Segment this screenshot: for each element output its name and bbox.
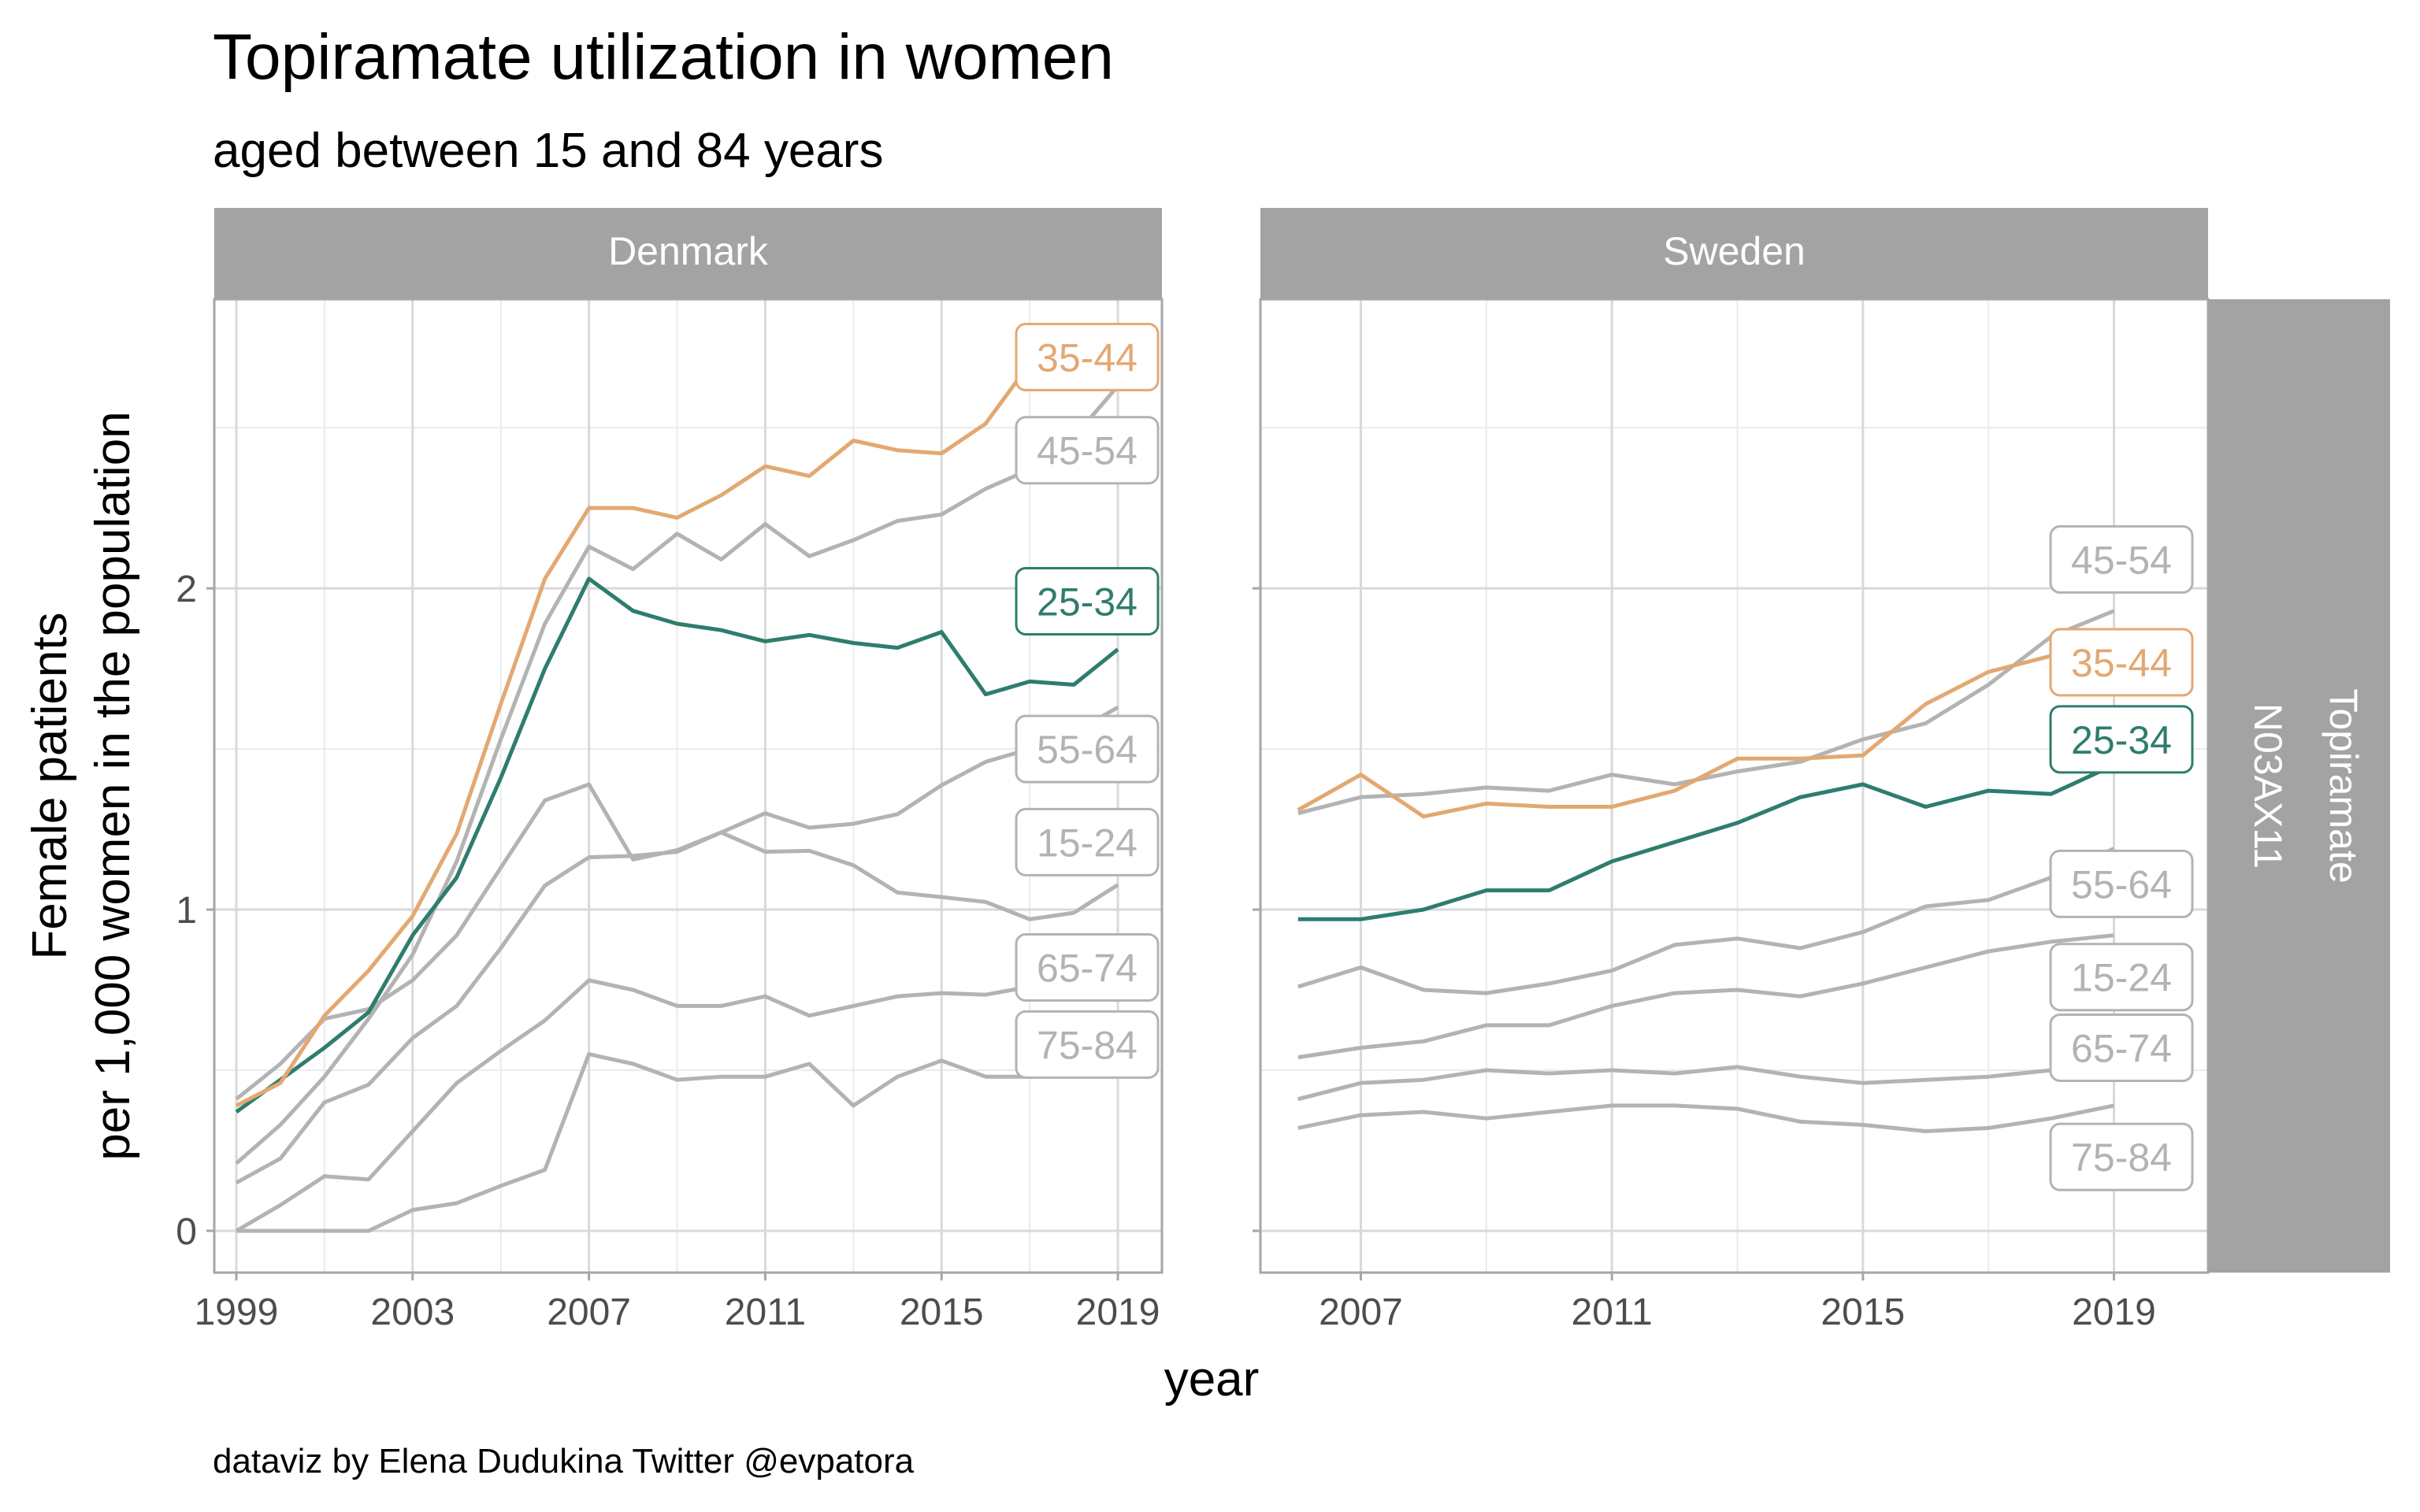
y-axis-title-line1: Female patients (23, 612, 77, 959)
chart-title: Topiramate utilization in women (213, 21, 1114, 93)
series-label-box (2049, 524, 2194, 594)
series-line-65-74 (1297, 1065, 2114, 1102)
x-tick-label: 2019 (1076, 1292, 1160, 1333)
series-label-box (1015, 714, 1160, 784)
y-tick-label: 2 (176, 569, 197, 610)
series-line-35-44 (235, 323, 1119, 1108)
series-line-45-54 (1297, 609, 2115, 816)
y-axis-title-line2: per 1,000 women in the population (86, 411, 140, 1160)
series-label-text: 55-64 (2071, 862, 2172, 906)
facet-strip-sweden (1260, 208, 2208, 299)
x-tick-label: 2015 (900, 1292, 984, 1333)
panel-background (214, 299, 1162, 1273)
series-label-text: 65-74 (1037, 946, 1138, 990)
series-line-25-34 (235, 576, 1119, 1114)
row-strip-outer-label: Topiramate (2322, 688, 2366, 883)
x-tick-label: 2015 (1821, 1292, 1905, 1333)
x-tick-label: 2011 (1572, 1292, 1653, 1333)
series-line-75-84 (1297, 1103, 2115, 1133)
series-label-box (2049, 849, 2194, 918)
series-label-text: 75-84 (2071, 1136, 2172, 1180)
x-tick-label: 2007 (547, 1292, 631, 1333)
series-label-box (2049, 705, 2194, 774)
series-label-box (1015, 807, 1160, 876)
x-tick-label: 2011 (725, 1292, 806, 1333)
x-tick-label: 2003 (370, 1292, 455, 1333)
series-label-box (1015, 932, 1160, 1002)
facet-panels: Denmark 1999 2003 2007 2011 2015 2019 0 1 2 75-84 6… (176, 208, 2210, 1333)
y-tick-label: 1 (176, 890, 197, 932)
series-label-15-24: 15-24 (1015, 807, 1160, 876)
series-label-text: 45-54 (1037, 429, 1138, 473)
series-line-75-84 (236, 1052, 1119, 1233)
series-label-box (2049, 1013, 2194, 1082)
facet-strip-label: Denmark (608, 229, 769, 273)
facet-strip-denmark (214, 208, 1162, 299)
series-label-75-84: 75-84 (2049, 1122, 2194, 1191)
series-line-65-74 (235, 972, 1119, 1233)
series-label-15-24: 15-24 (2049, 943, 2194, 1012)
series-label-text: 75-84 (1037, 1023, 1138, 1067)
row-strip (2208, 299, 2390, 1273)
series-label-45-54: 45-54 (1015, 416, 1160, 485)
series-label-box (1015, 566, 1160, 636)
series-line-45-54 (235, 384, 1119, 1166)
series-label-65-74: 65-74 (1015, 932, 1160, 1002)
series-line-35-44 (1297, 631, 2115, 819)
series-label-35-44: 35-44 (2049, 628, 2194, 697)
series-label-box (1015, 322, 1160, 391)
series-label-55-64: 55-64 (1015, 714, 1160, 784)
series-label-25-34: 25-34 (2049, 705, 2194, 774)
series-label-75-84: 75-84 (1015, 1010, 1160, 1079)
panel-sweden: Sweden 2007 2011 2015 2019 75-84 65-74 15-24 55-… (1253, 208, 2210, 1333)
series-label-text: 35-44 (1037, 335, 1138, 380)
series-label-35-44: 35-44 (1015, 322, 1160, 391)
series-label-45-54: 45-54 (2049, 524, 2194, 594)
row-strip-inner-label: N03AX11 (2246, 703, 2290, 869)
series-label-box (1015, 1010, 1160, 1079)
x-tick-label: 2007 (1319, 1292, 1403, 1333)
series-label-65-74: 65-74 (2049, 1013, 2194, 1082)
series-label-text: 55-64 (1037, 728, 1138, 772)
series-label-text: 15-24 (1037, 821, 1138, 865)
series-line-25-34 (1297, 763, 2115, 921)
series-label-text: 45-54 (2071, 538, 2172, 582)
x-tick-label: 2019 (2072, 1292, 2156, 1333)
facet-strip-label: Sweden (1663, 229, 1806, 273)
series-label-box (2049, 628, 2194, 697)
series-label-box (2049, 943, 2194, 1012)
x-axis-title: year (1164, 1352, 1260, 1406)
series-label-box (1015, 416, 1160, 485)
chart-subtitle: aged between 15 and 84 years (213, 124, 883, 178)
series-label-text: 25-34 (1037, 580, 1138, 624)
x-tick-label: 1999 (195, 1292, 279, 1333)
series-label-55-64: 55-64 (2049, 849, 2194, 918)
series-line-15-24 (1297, 933, 2114, 1060)
caption: dataviz by Elena Dudukina Twitter @evpat… (213, 1442, 915, 1480)
series-label-text: 65-74 (2071, 1026, 2172, 1070)
series-label-text: 35-44 (2071, 641, 2172, 685)
series-label-25-34: 25-34 (1015, 566, 1160, 636)
series-label-text: 25-34 (2071, 718, 2172, 762)
series-line-55-64 (1297, 847, 2115, 995)
series-label-text: 15-24 (2071, 956, 2172, 1000)
y-tick-label: 0 (176, 1211, 197, 1253)
panel-denmark: Denmark 1999 2003 2007 2011 2015 2019 0 1 2 75-84 6… (176, 208, 1164, 1333)
series-label-box (2049, 1122, 2194, 1191)
panel-border (213, 298, 1164, 1274)
